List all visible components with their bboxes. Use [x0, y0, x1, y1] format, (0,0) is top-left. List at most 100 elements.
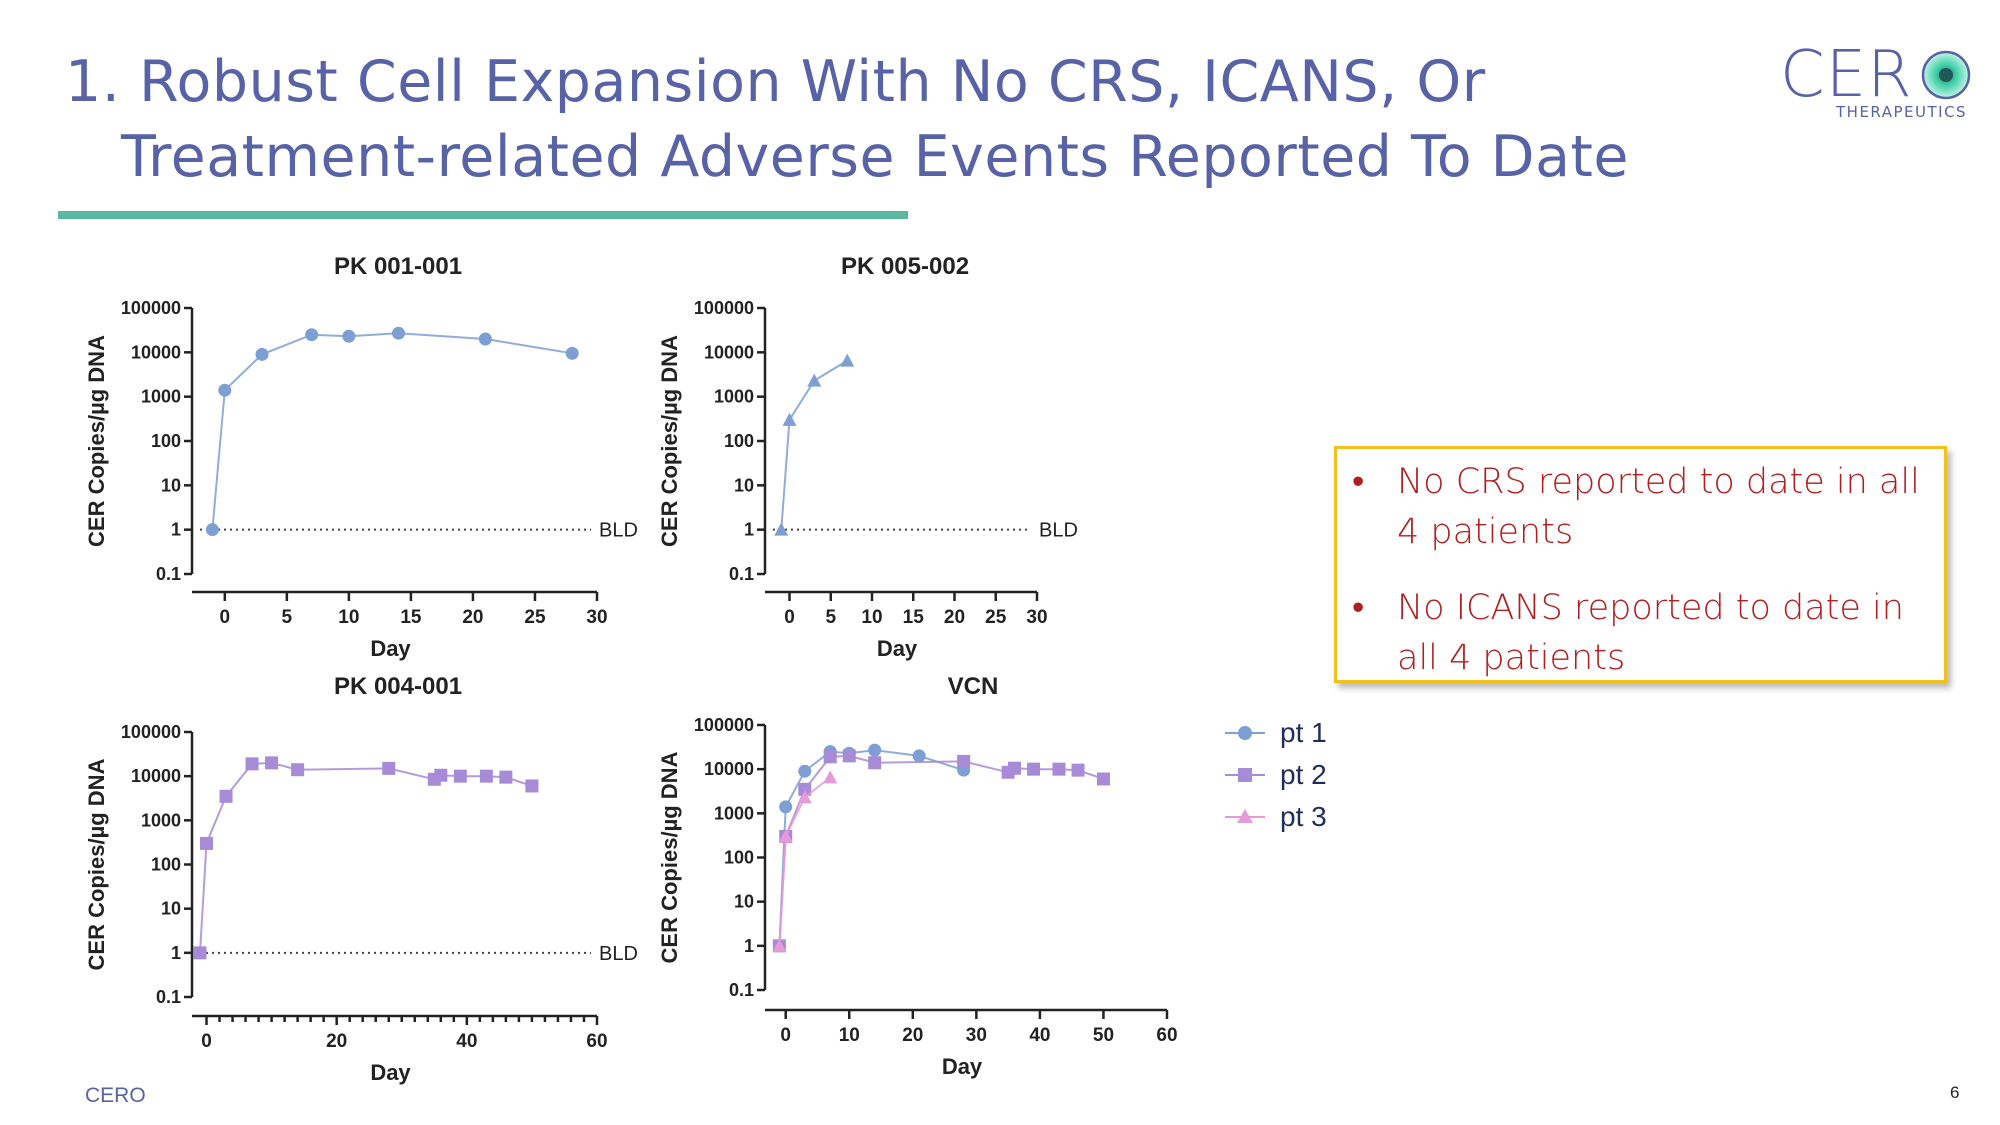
y-tick-label: 1000	[141, 387, 181, 407]
x-axis-label: Day	[370, 1060, 411, 1085]
x-tick-label: 10	[839, 1025, 860, 1046]
data-point	[1007, 761, 1021, 775]
logo-o-icon	[1921, 50, 1971, 100]
logo-text: CER	[1780, 38, 1913, 112]
legend-label: pt 1	[1280, 717, 1327, 748]
data-point	[218, 383, 232, 397]
x-tick-label: 20	[462, 607, 483, 628]
y-tick-label: 0.1	[729, 980, 754, 1000]
data-point	[1071, 763, 1085, 777]
x-tick-label: 40	[1029, 1025, 1050, 1046]
data-point	[434, 768, 448, 782]
triangle-marker-icon	[1225, 809, 1265, 823]
title-underline	[58, 211, 908, 219]
data-point	[219, 789, 233, 803]
chart-title: PK 004-001	[334, 673, 462, 700]
y-tick-label: 0.1	[156, 987, 181, 1007]
y-tick-label: 100	[151, 855, 181, 875]
chart-pk-001-001: PK 001-001 0.1 1 10 100 1000 10000 100000 0 5 10 15…	[84, 253, 638, 661]
data-point	[565, 346, 579, 360]
x-axis-label: Day	[942, 1054, 983, 1079]
y-axis-label: CER Copies/µg DNA	[657, 335, 682, 547]
y-tick-label: 10	[161, 899, 181, 919]
data-point	[912, 749, 926, 763]
page-number: 6	[1950, 1083, 1960, 1102]
x-tick-label: 15	[400, 607, 422, 628]
safety-note-list: • No CRS reported to date in all 4 patie…	[1337, 457, 1944, 683]
chart-title: VCN	[948, 673, 999, 700]
data-point	[782, 412, 797, 426]
x-tick-label: 20	[944, 607, 965, 628]
y-tick-label: 10000	[131, 342, 181, 362]
bld-label: BLD	[599, 520, 638, 542]
data-point	[778, 829, 793, 843]
y-tick-label: 1	[744, 520, 754, 540]
data-point	[1027, 762, 1041, 776]
chart-vcn: VCN 0.1 1 10 100 1000 10000 100000 0 10 20 30 40 50 60…	[657, 673, 1178, 1079]
y-axis-label: CER Copies/µg DNA	[84, 758, 109, 970]
data-point	[840, 353, 855, 367]
note-item-icans: • No ICANS reported to date in all 4 pat…	[1352, 583, 1937, 683]
data-point	[479, 769, 493, 783]
y-tick-label: 100	[724, 431, 754, 451]
logo-subtext: THERAPEUTICS	[1836, 103, 1968, 121]
x-tick-label: 20	[326, 1031, 347, 1052]
data-point	[453, 769, 467, 783]
data-point	[200, 836, 214, 850]
y-tick-label: 100000	[694, 298, 754, 318]
x-tick-label: 5	[282, 607, 293, 628]
x-tick-label: 25	[524, 607, 546, 628]
x-tick-label: 40	[456, 1031, 477, 1052]
legend-item-pt3: pt 3	[1225, 799, 1375, 841]
y-tick-label: 10000	[704, 342, 754, 362]
y-tick-label: 10	[734, 475, 754, 495]
data-point	[255, 347, 269, 361]
data-point	[291, 763, 305, 777]
x-tick-label: 30	[586, 607, 607, 628]
x-tick-label: 60	[1156, 1025, 1177, 1046]
slide-title-line-2: Treatment-related Adverse Events Reporte…	[121, 124, 1629, 190]
circle-marker-icon	[1225, 726, 1265, 740]
data-point	[342, 329, 356, 343]
y-tick-label: 100000	[694, 715, 754, 735]
data-point	[779, 800, 793, 814]
series-line	[778, 749, 964, 946]
x-tick-label: 5	[825, 607, 836, 628]
data-point	[525, 779, 539, 793]
y-axis-label: CER Copies/µg DNA	[84, 335, 109, 547]
data-point	[868, 756, 882, 770]
data-point	[392, 326, 405, 340]
data-point	[957, 754, 971, 768]
legend-item-pt2: pt 2	[1225, 757, 1375, 799]
series-line	[211, 332, 573, 530]
y-tick-label: 10000	[131, 766, 181, 786]
x-tick-label: 30	[1026, 607, 1047, 628]
bld-label: BLD	[599, 943, 638, 965]
data-point	[382, 761, 396, 775]
x-axis-label: Day	[877, 636, 918, 661]
y-tick-label: 100	[151, 431, 181, 451]
x-tick-label: 0	[784, 607, 795, 628]
x-tick-label: 60	[586, 1031, 607, 1052]
legend-item-pt1: pt 1	[1225, 715, 1375, 757]
data-point	[193, 946, 207, 960]
x-tick-label: 25	[985, 607, 1007, 628]
square-marker-icon	[1225, 768, 1265, 782]
y-tick-label: 1000	[714, 387, 754, 407]
note-item-crs: • No CRS reported to date in all 4 patie…	[1352, 457, 1937, 557]
company-logo: CER THERAPEUTICS	[1780, 40, 1980, 125]
data-point	[823, 770, 838, 784]
data-point	[772, 938, 787, 952]
chart-legend: pt 1 pt 2 pt 3	[1225, 715, 1375, 841]
bullet-icon: •	[1352, 462, 1365, 502]
data-point	[265, 756, 279, 770]
legend-label: pt 3	[1280, 801, 1327, 832]
data-point	[305, 328, 319, 342]
data-point	[797, 790, 812, 804]
x-tick-label: 10	[338, 607, 359, 628]
legend-label: pt 2	[1280, 759, 1327, 790]
footer-brand: CERO	[85, 1084, 146, 1107]
x-tick-label: 0	[780, 1025, 791, 1046]
data-point	[478, 332, 492, 346]
